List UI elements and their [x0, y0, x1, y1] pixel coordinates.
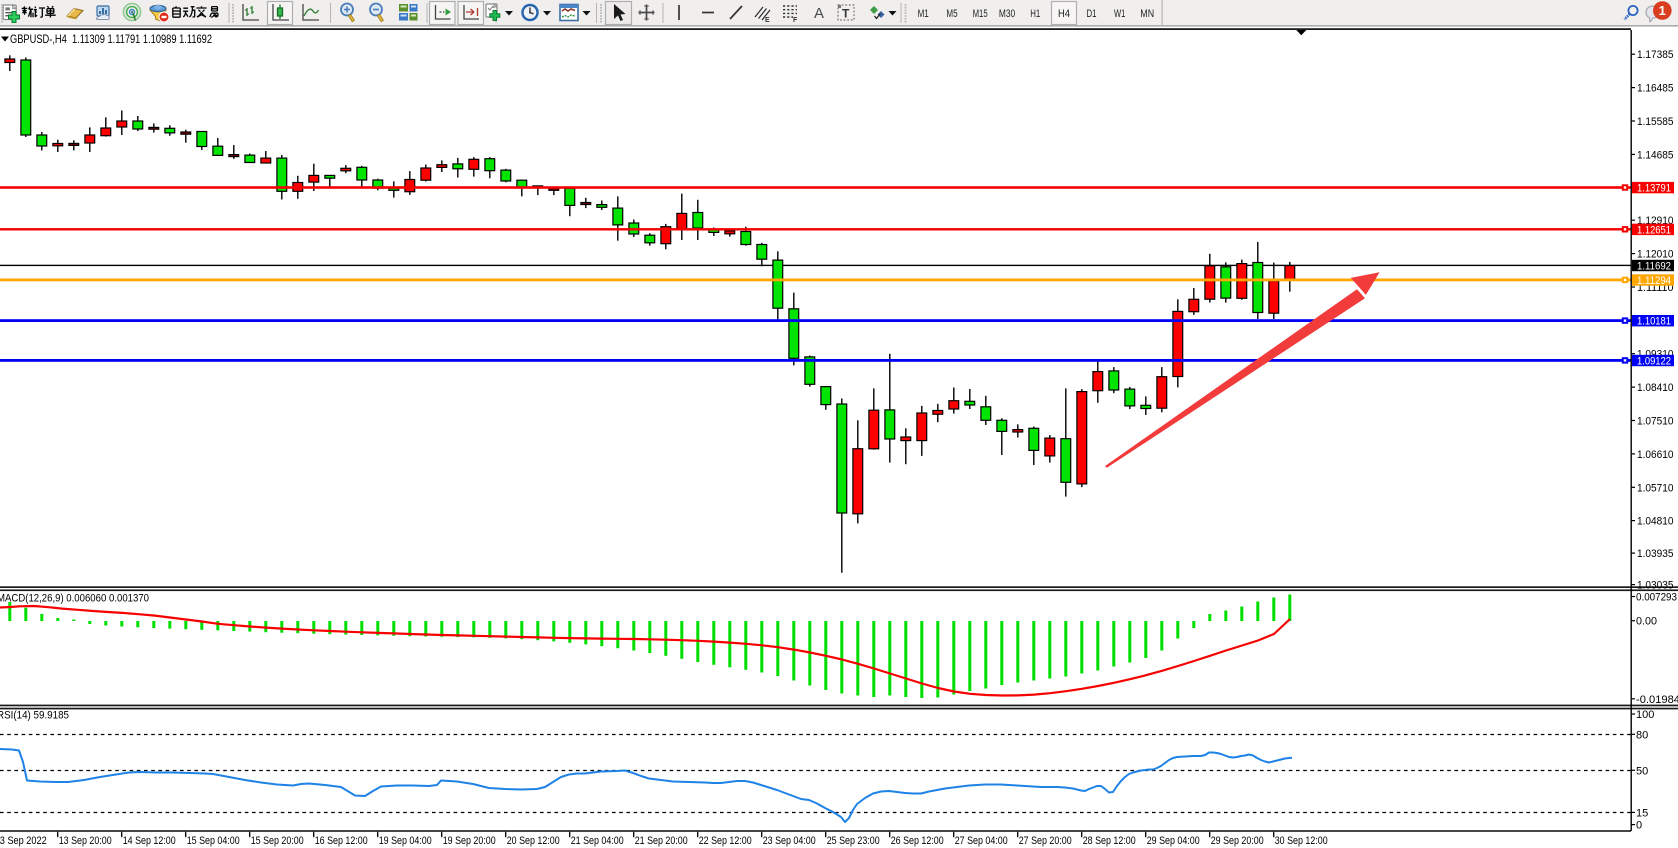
svg-text:0.007293: 0.007293 — [1636, 592, 1677, 604]
svg-text:19 Sep 20:00: 19 Sep 20:00 — [443, 835, 496, 847]
svg-text:A: A — [814, 5, 824, 22]
svg-text:T: T — [842, 7, 850, 21]
svg-text:RSI(14) 59.9185: RSI(14) 59.9185 — [0, 710, 69, 722]
svg-text:29 Sep 20:00: 29 Sep 20:00 — [1211, 835, 1264, 847]
svg-text:M30: M30 — [999, 8, 1015, 20]
svg-text:30 Sep 12:00: 30 Sep 12:00 — [1275, 835, 1328, 847]
svg-text:100: 100 — [1636, 709, 1654, 721]
svg-text:1: 1 — [1659, 3, 1666, 18]
svg-text:1.03935: 1.03935 — [1637, 548, 1674, 560]
svg-text:1.17385: 1.17385 — [1637, 49, 1674, 61]
svg-text:M5: M5 — [946, 8, 957, 20]
svg-text:1.04810: 1.04810 — [1637, 516, 1674, 528]
svg-text:25 Sep 23:00: 25 Sep 23:00 — [827, 835, 880, 847]
svg-text:1.06610: 1.06610 — [1637, 449, 1674, 461]
svg-text:H1: H1 — [1030, 8, 1040, 20]
svg-text:D1: D1 — [1087, 8, 1097, 20]
svg-text:M1: M1 — [918, 8, 929, 20]
svg-text:F: F — [793, 17, 798, 24]
svg-text:0: 0 — [1636, 820, 1642, 832]
svg-text:0.00: 0.00 — [1636, 616, 1657, 628]
svg-text:1.11692: 1.11692 — [1637, 260, 1671, 272]
svg-text:80: 80 — [1636, 729, 1648, 741]
svg-text:28 Sep 12:00: 28 Sep 12:00 — [1083, 835, 1136, 847]
svg-text:27 Sep 04:00: 27 Sep 04:00 — [955, 835, 1008, 847]
svg-text:1.07510: 1.07510 — [1637, 416, 1674, 428]
svg-text:1.03035: 1.03035 — [1637, 580, 1674, 592]
svg-text:23 Sep 04:00: 23 Sep 04:00 — [763, 835, 816, 847]
svg-text:19 Sep 04:00: 19 Sep 04:00 — [379, 835, 432, 847]
svg-text:1.14685: 1.14685 — [1637, 149, 1674, 161]
svg-text:1.08410: 1.08410 — [1637, 382, 1674, 394]
svg-text:26 Sep 12:00: 26 Sep 12:00 — [891, 835, 944, 847]
svg-text:16 Sep 12:00: 16 Sep 12:00 — [315, 835, 368, 847]
svg-text:20 Sep 12:00: 20 Sep 12:00 — [507, 835, 560, 847]
svg-text:M15: M15 — [973, 8, 988, 20]
svg-text:1.13791: 1.13791 — [1637, 183, 1671, 195]
svg-text:50: 50 — [1636, 765, 1648, 777]
svg-text:1.12010: 1.12010 — [1637, 249, 1674, 261]
svg-text:15: 15 — [1636, 807, 1648, 819]
svg-text:15 Sep 20:00: 15 Sep 20:00 — [251, 835, 304, 847]
svg-text:29 Sep 04:00: 29 Sep 04:00 — [1147, 835, 1200, 847]
svg-text:GBPUSD-,H4 1.11309 1.11791 1.: GBPUSD-,H4 1.11309 1.11791 1.10989 1.116… — [10, 32, 212, 46]
svg-text:21 Sep 04:00: 21 Sep 04:00 — [571, 835, 624, 847]
svg-text:-0.01984: -0.01984 — [1636, 694, 1678, 706]
svg-text:21 Sep 20:00: 21 Sep 20:00 — [635, 835, 688, 847]
svg-text:15 Sep 04:00: 15 Sep 04:00 — [187, 835, 240, 847]
svg-text:H4: H4 — [1058, 8, 1070, 20]
svg-text:MN: MN — [1140, 8, 1154, 20]
svg-text:1.11294: 1.11294 — [1637, 275, 1671, 287]
svg-text:E: E — [765, 17, 770, 24]
svg-text:1.09122: 1.09122 — [1637, 355, 1671, 367]
svg-text:1.10181: 1.10181 — [1637, 316, 1671, 328]
svg-text:13 Sep 20:00: 13 Sep 20:00 — [59, 835, 112, 847]
svg-text:22 Sep 12:00: 22 Sep 12:00 — [699, 835, 752, 847]
svg-text:1.15585: 1.15585 — [1637, 116, 1674, 128]
svg-text:1.16485: 1.16485 — [1637, 83, 1674, 95]
svg-text:1.12651: 1.12651 — [1637, 224, 1671, 236]
svg-text:27 Sep 20:00: 27 Sep 20:00 — [1019, 835, 1072, 847]
svg-text:1.05710: 1.05710 — [1637, 482, 1674, 494]
svg-text:MACD(12,26,9) 0.006060 0.00137: MACD(12,26,9) 0.006060 0.001370 — [0, 593, 149, 605]
svg-text:W1: W1 — [1114, 8, 1125, 20]
svg-text:13 Sep 2022: 13 Sep 2022 — [0, 835, 47, 847]
svg-text:14 Sep 12:00: 14 Sep 12:00 — [123, 835, 176, 847]
